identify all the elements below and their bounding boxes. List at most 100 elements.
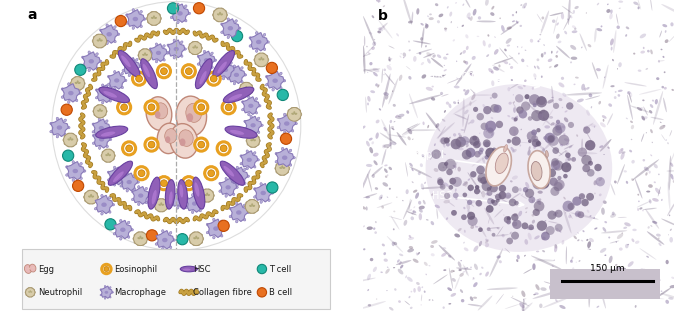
Ellipse shape [503, 145, 508, 152]
Ellipse shape [93, 110, 97, 113]
Ellipse shape [184, 48, 186, 50]
Ellipse shape [277, 126, 280, 129]
Ellipse shape [443, 167, 445, 168]
Ellipse shape [225, 177, 227, 180]
Ellipse shape [240, 162, 242, 165]
Ellipse shape [527, 226, 534, 230]
Circle shape [496, 199, 499, 203]
Circle shape [571, 157, 576, 162]
Ellipse shape [236, 166, 238, 169]
Ellipse shape [496, 294, 504, 304]
Circle shape [186, 180, 192, 187]
Ellipse shape [661, 219, 679, 227]
Circle shape [227, 153, 229, 154]
Ellipse shape [382, 144, 386, 148]
Circle shape [206, 178, 208, 179]
Ellipse shape [63, 138, 66, 142]
Ellipse shape [633, 53, 636, 55]
Circle shape [192, 76, 194, 77]
Ellipse shape [208, 194, 210, 196]
Ellipse shape [632, 229, 637, 231]
Ellipse shape [95, 53, 98, 56]
Ellipse shape [425, 45, 427, 47]
Circle shape [152, 113, 154, 114]
Ellipse shape [268, 199, 270, 202]
Ellipse shape [298, 113, 302, 116]
Circle shape [127, 141, 129, 143]
Ellipse shape [488, 198, 490, 202]
Ellipse shape [486, 128, 488, 132]
Ellipse shape [130, 229, 134, 231]
Ellipse shape [99, 60, 102, 63]
Circle shape [275, 162, 289, 175]
Circle shape [121, 104, 127, 111]
Ellipse shape [413, 190, 417, 193]
Ellipse shape [32, 294, 35, 296]
Ellipse shape [523, 269, 532, 274]
Ellipse shape [588, 94, 593, 97]
Ellipse shape [138, 54, 142, 57]
Ellipse shape [199, 195, 201, 198]
Circle shape [266, 182, 278, 193]
Ellipse shape [652, 198, 659, 202]
Circle shape [484, 141, 490, 147]
Ellipse shape [95, 67, 98, 70]
Polygon shape [168, 40, 185, 58]
Circle shape [462, 150, 472, 160]
Ellipse shape [585, 123, 594, 129]
Polygon shape [207, 219, 225, 238]
Ellipse shape [491, 133, 493, 136]
Ellipse shape [585, 95, 600, 100]
Ellipse shape [78, 92, 82, 94]
Ellipse shape [439, 137, 445, 142]
Circle shape [125, 113, 127, 114]
Ellipse shape [479, 273, 482, 275]
Ellipse shape [99, 137, 104, 142]
Ellipse shape [481, 267, 484, 269]
Ellipse shape [140, 11, 142, 13]
Ellipse shape [108, 149, 112, 152]
Circle shape [134, 172, 136, 174]
Ellipse shape [236, 220, 238, 223]
Ellipse shape [406, 211, 416, 215]
Ellipse shape [229, 62, 232, 64]
Ellipse shape [641, 133, 644, 142]
Ellipse shape [262, 58, 264, 60]
Ellipse shape [96, 45, 100, 48]
Circle shape [145, 101, 158, 114]
Ellipse shape [214, 59, 216, 61]
Circle shape [509, 126, 519, 136]
Ellipse shape [460, 129, 464, 131]
Circle shape [122, 147, 123, 149]
Ellipse shape [365, 196, 370, 198]
Ellipse shape [402, 200, 403, 201]
Ellipse shape [372, 15, 374, 18]
Ellipse shape [607, 113, 613, 125]
Circle shape [543, 136, 547, 140]
Circle shape [528, 139, 532, 143]
Ellipse shape [64, 135, 68, 138]
Circle shape [202, 113, 203, 114]
Ellipse shape [253, 144, 257, 147]
Polygon shape [221, 19, 239, 37]
Ellipse shape [453, 165, 456, 168]
Ellipse shape [650, 225, 652, 227]
Circle shape [581, 155, 592, 165]
Ellipse shape [618, 217, 627, 218]
Ellipse shape [619, 268, 626, 272]
Ellipse shape [147, 14, 151, 17]
Ellipse shape [510, 297, 530, 306]
Circle shape [537, 220, 547, 231]
Circle shape [182, 177, 195, 190]
Ellipse shape [608, 237, 610, 239]
Ellipse shape [79, 163, 82, 165]
Ellipse shape [244, 74, 247, 76]
Ellipse shape [285, 164, 288, 167]
Ellipse shape [77, 80, 79, 83]
Ellipse shape [550, 285, 552, 288]
Circle shape [198, 104, 205, 111]
Ellipse shape [438, 14, 443, 17]
Ellipse shape [558, 82, 564, 87]
Ellipse shape [571, 105, 573, 107]
Ellipse shape [397, 132, 406, 146]
